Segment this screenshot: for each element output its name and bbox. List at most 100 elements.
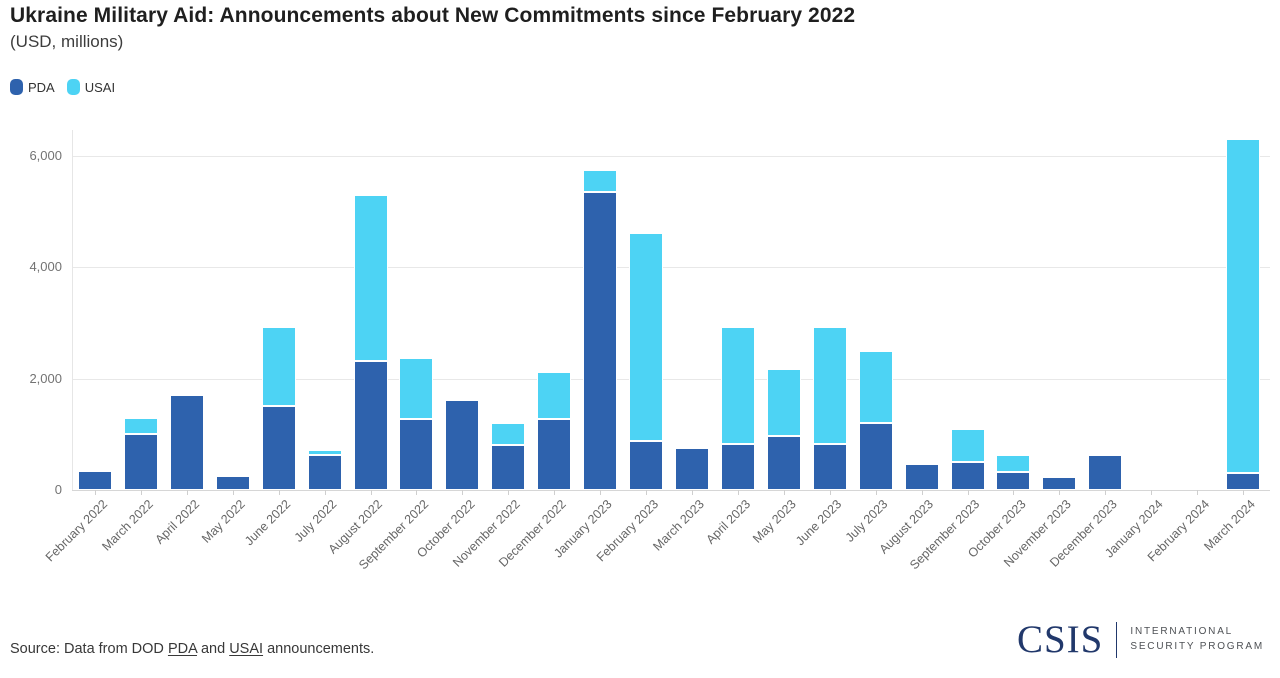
x-axis-label: February 2022 [42, 497, 110, 565]
bar-segment-usai[interactable] [353, 194, 388, 361]
bar-segment-pda[interactable] [491, 445, 526, 490]
x-axis-tick [967, 490, 969, 495]
program-line-2: SECURITY PROGRAM [1130, 640, 1264, 652]
bar-segment-pda[interactable] [1042, 477, 1077, 490]
x-axis-label: May 2022 [198, 497, 248, 546]
pda-link[interactable]: PDA [167, 641, 197, 657]
bar-stack [674, 448, 709, 490]
x-axis-label: June 2022 [242, 497, 294, 549]
x-axis-label: June 2023 [793, 497, 845, 549]
grid-line [72, 155, 1270, 157]
bar-segment-pda[interactable] [399, 419, 434, 490]
bar-segment-pda[interactable] [353, 360, 388, 490]
y-axis-label: 2,000 [29, 370, 62, 386]
y-axis-label: 0 [54, 482, 62, 497]
x-axis-tick [737, 490, 739, 495]
bar-stack [858, 350, 893, 490]
bar-stack [491, 423, 526, 490]
bar-segment-pda[interactable] [904, 463, 939, 490]
x-axis-tick [1059, 490, 1061, 495]
bar-segment-usai[interactable] [996, 455, 1031, 472]
x-axis-label: July 2023 [842, 497, 891, 545]
legend-item-pda[interactable]: PDA [10, 79, 55, 95]
bar-stack [537, 371, 572, 490]
x-axis-tick [462, 490, 464, 495]
bar-stack [399, 357, 434, 490]
bar-segment-pda[interactable] [1226, 473, 1261, 490]
y-axis-line [72, 130, 73, 490]
x-axis-tick [278, 490, 280, 495]
x-axis-label: April 2023 [703, 497, 753, 547]
legend-item-usai[interactable]: USAI [66, 79, 115, 95]
bar-stack [123, 417, 158, 490]
bar-segment-usai[interactable] [720, 327, 755, 445]
bar-segment-pda[interactable] [307, 455, 342, 490]
bar-stack [629, 232, 664, 490]
bar-stack [1042, 477, 1077, 490]
bar-segment-usai[interactable] [583, 169, 618, 193]
bar-segment-pda[interactable] [674, 448, 709, 490]
bar-segment-usai[interactable] [766, 368, 801, 436]
bar-segment-pda[interactable] [537, 419, 572, 490]
bar-stack [169, 395, 204, 490]
bar-segment-usai[interactable] [629, 232, 664, 442]
x-axis-tick [186, 490, 188, 495]
bar-segment-pda[interactable] [1088, 455, 1123, 490]
x-axis-tick [232, 490, 234, 495]
x-axis-tick [691, 490, 693, 495]
source-note: Source: Data from DOD PDA and USAI annou… [10, 641, 374, 657]
x-axis-tick [1197, 490, 1199, 495]
usai-link[interactable]: USAI [229, 641, 264, 657]
bar-segment-pda[interactable] [77, 470, 112, 490]
bar-segment-usai[interactable] [261, 327, 296, 407]
bar-segment-pda[interactable] [766, 435, 801, 490]
bar-segment-pda[interactable] [812, 444, 847, 490]
x-axis-tick [508, 490, 510, 495]
bar-segment-usai[interactable] [491, 423, 526, 446]
y-axis-label: 6,000 [29, 147, 62, 163]
x-axis-tick [1151, 490, 1153, 495]
bar-segment-pda[interactable] [720, 444, 755, 490]
bar-segment-pda[interactable] [858, 423, 893, 490]
x-axis-tick [94, 490, 96, 495]
bar-stack [720, 327, 755, 490]
bar-segment-pda[interactable] [583, 192, 618, 490]
source-text: Source: Data from DOD [10, 641, 168, 657]
bar-segment-pda[interactable] [629, 441, 664, 490]
bar-segment-usai[interactable] [537, 371, 572, 419]
bar-segment-usai[interactable] [812, 327, 847, 445]
x-axis-tick [921, 490, 923, 495]
grid-line [72, 267, 1270, 269]
x-axis-tick [646, 490, 648, 495]
bar-segment-pda[interactable] [215, 476, 250, 490]
chart-legend: PDA USAI [10, 79, 115, 95]
x-axis-tick [829, 490, 831, 495]
bar-segment-pda[interactable] [445, 399, 480, 490]
source-text: and [196, 641, 230, 657]
bar-segment-pda[interactable] [261, 406, 296, 490]
chart-subtitle: (USD, millions) [10, 32, 124, 51]
x-axis-tick [875, 490, 877, 495]
bar-stack [307, 449, 342, 490]
bar-segment-usai[interactable] [858, 350, 893, 424]
bar-stack [766, 368, 801, 490]
bar-segment-usai[interactable] [950, 428, 985, 463]
y-axis-label: 4,000 [29, 259, 62, 275]
chart-title: Ukraine Military Aid: Announcements abou… [10, 4, 856, 27]
bar-segment-pda[interactable] [123, 434, 158, 490]
bar-segment-usai[interactable] [1226, 139, 1261, 474]
bar-segment-usai[interactable] [307, 449, 342, 456]
bar-segment-pda[interactable] [169, 395, 204, 490]
bar-stack [77, 470, 112, 490]
bar-stack [1226, 139, 1261, 490]
x-axis-tick [324, 490, 326, 495]
bar-stack [950, 428, 985, 490]
bar-stack [261, 327, 296, 490]
bar-segment-pda[interactable] [996, 471, 1031, 490]
legend-swatch-pda [10, 79, 23, 95]
bar-segment-pda[interactable] [950, 462, 985, 490]
x-axis-tick [1013, 490, 1015, 495]
bar-segment-usai[interactable] [399, 357, 434, 419]
bar-segment-usai[interactable] [123, 417, 158, 435]
